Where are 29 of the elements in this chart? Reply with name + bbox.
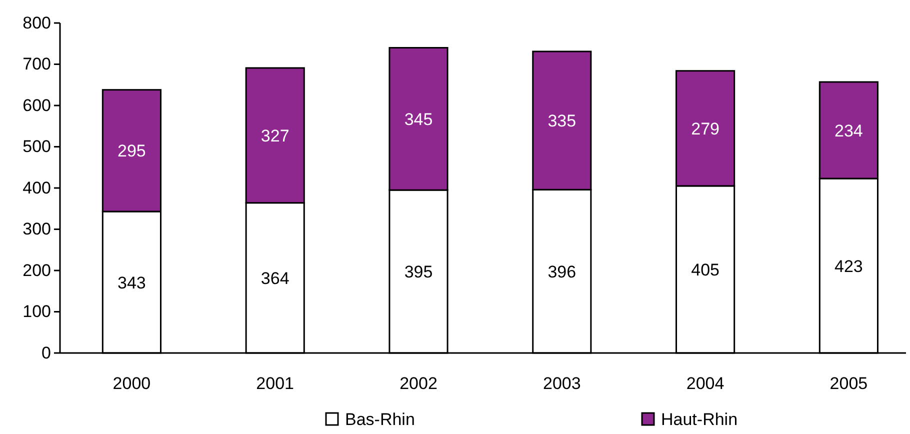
data-label: 345 (404, 110, 433, 129)
x-tick-label: 2001 (256, 374, 294, 393)
data-label: 234 (834, 121, 863, 140)
data-label: 423 (834, 256, 863, 276)
y-tick-label: 400 (22, 178, 51, 198)
x-tick-label: 2004 (686, 374, 724, 393)
data-label: 395 (404, 262, 433, 282)
data-label: 405 (691, 260, 720, 280)
y-tick-label: 300 (22, 220, 51, 239)
data-label: 327 (260, 126, 290, 146)
data-label: 364 (260, 268, 290, 288)
data-label: 295 (118, 142, 146, 161)
y-tick-label: 200 (22, 260, 51, 280)
y-tick-label: 800 (22, 13, 51, 32)
data-label: 396 (548, 262, 576, 282)
x-tick-label: 2005 (830, 374, 868, 393)
legend-label: Haut-Rhin (661, 410, 738, 429)
data-label: 279 (691, 119, 720, 138)
y-tick-label: 0 (42, 343, 51, 362)
y-tick-label: 100 (22, 302, 51, 322)
y-tick-label: 600 (22, 96, 51, 115)
x-tick-label: 2002 (400, 374, 438, 393)
legend-label: Bas-Rhin (345, 410, 415, 429)
data-label: 335 (548, 112, 576, 131)
x-tick-label: 2003 (542, 374, 581, 393)
y-tick-label: 700 (22, 54, 51, 74)
y-tick-label: 500 (22, 137, 51, 156)
data-label: 343 (118, 273, 146, 292)
x-tick-label: 2000 (112, 374, 151, 393)
